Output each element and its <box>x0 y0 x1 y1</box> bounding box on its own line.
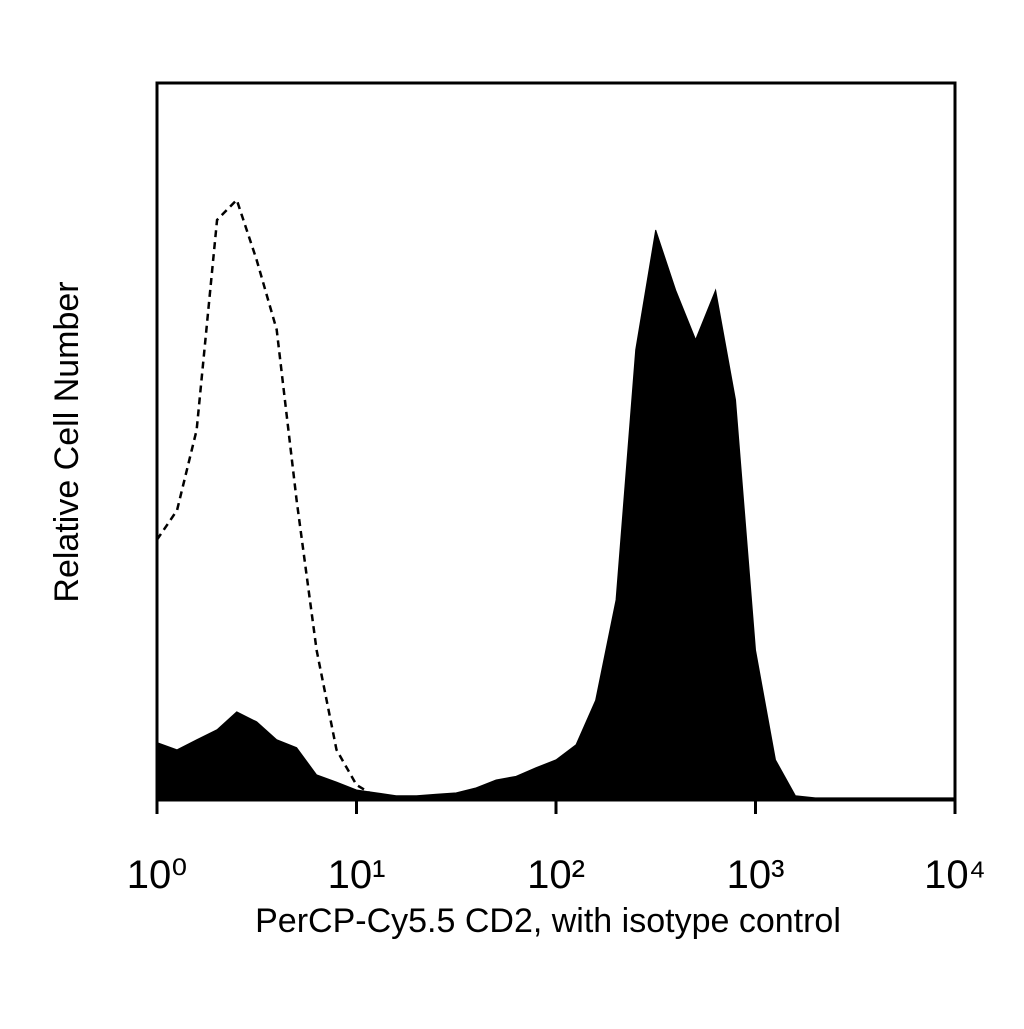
x-tick-label: 10³ <box>727 853 785 897</box>
x-tick-label: 10⁴ <box>924 853 986 897</box>
x-tick-label: 10⁰ <box>127 853 188 897</box>
histogram-line <box>155 197 378 799</box>
x-tick-label: 10¹ <box>328 853 386 897</box>
x-tick-label: 10² <box>527 853 585 897</box>
x-axis-label: PerCP-Cy5.5 CD2, with isotype control <box>255 902 841 940</box>
histogram-area <box>156 229 956 801</box>
plot-frame <box>155 81 957 802</box>
y-axis-label: Relative Cell Number <box>48 281 86 602</box>
